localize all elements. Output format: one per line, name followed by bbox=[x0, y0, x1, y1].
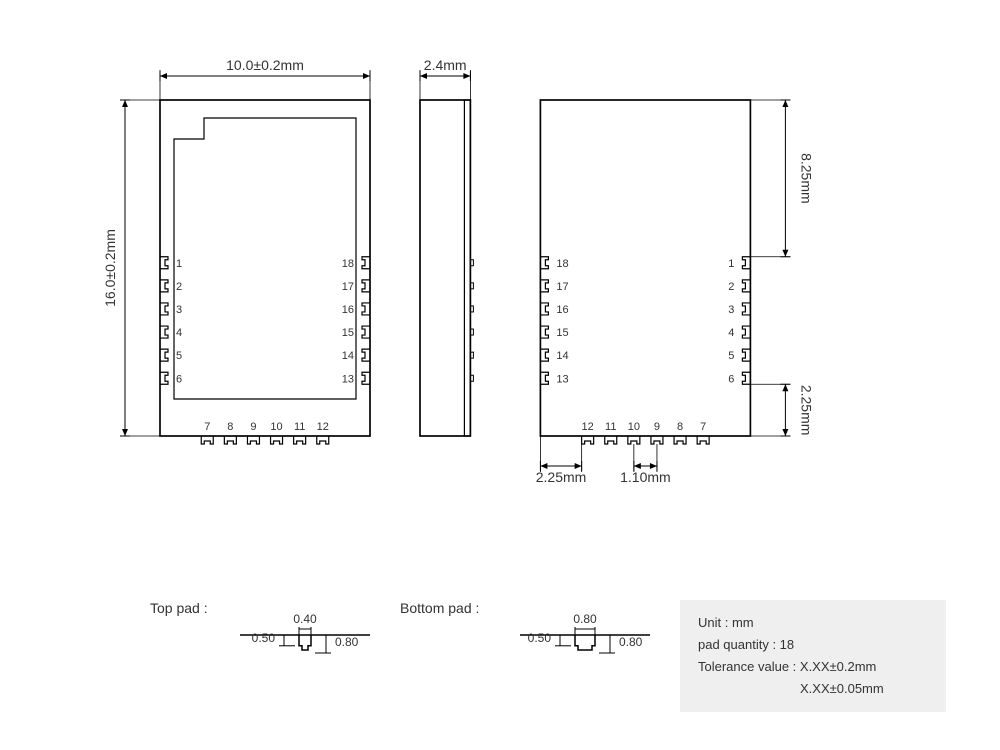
bottom-pad-detail: 0.80 0.50 0.80 bbox=[500, 590, 670, 660]
svg-text:16.0±0.2mm: 16.0±0.2mm bbox=[102, 229, 118, 307]
bottom-pad-label: Bottom pad : bbox=[400, 600, 479, 616]
svg-text:6: 6 bbox=[176, 373, 182, 385]
svg-text:14: 14 bbox=[342, 350, 354, 362]
svg-text:0.80: 0.80 bbox=[619, 635, 643, 649]
info-tol2: X.XX±0.05mm bbox=[698, 678, 928, 700]
svg-text:10.0±0.2mm: 10.0±0.2mm bbox=[226, 57, 304, 73]
svg-text:2: 2 bbox=[176, 281, 182, 293]
svg-text:8: 8 bbox=[227, 421, 233, 433]
svg-text:1: 1 bbox=[176, 258, 182, 270]
svg-text:12: 12 bbox=[582, 421, 594, 433]
svg-text:16: 16 bbox=[556, 304, 568, 316]
svg-text:0.80: 0.80 bbox=[573, 612, 597, 626]
svg-text:10: 10 bbox=[270, 421, 282, 433]
svg-text:10: 10 bbox=[628, 421, 640, 433]
svg-text:13: 13 bbox=[556, 373, 568, 385]
svg-text:2.4mm: 2.4mm bbox=[424, 57, 467, 73]
svg-text:8.25mm: 8.25mm bbox=[798, 153, 814, 204]
svg-text:5: 5 bbox=[728, 350, 734, 362]
svg-text:17: 17 bbox=[556, 281, 568, 293]
info-qty: pad quantity : 18 bbox=[698, 634, 928, 656]
svg-text:3: 3 bbox=[176, 304, 182, 316]
svg-text:0.80: 0.80 bbox=[335, 635, 359, 649]
svg-text:6: 6 bbox=[728, 373, 734, 385]
info-box: Unit : mm pad quantity : 18 Tolerance va… bbox=[680, 600, 946, 712]
svg-text:1.10mm: 1.10mm bbox=[620, 469, 671, 485]
svg-text:11: 11 bbox=[294, 421, 305, 433]
svg-text:11: 11 bbox=[605, 421, 616, 433]
svg-text:12: 12 bbox=[317, 421, 329, 433]
info-unit: Unit : mm bbox=[698, 612, 928, 634]
svg-text:0.50: 0.50 bbox=[252, 631, 276, 645]
svg-text:5: 5 bbox=[176, 350, 182, 362]
svg-text:8: 8 bbox=[677, 421, 683, 433]
svg-text:4: 4 bbox=[176, 327, 182, 339]
svg-text:17: 17 bbox=[342, 281, 354, 293]
svg-text:2.25mm: 2.25mm bbox=[798, 385, 814, 436]
svg-text:0.40: 0.40 bbox=[293, 612, 317, 626]
svg-text:9: 9 bbox=[654, 421, 660, 433]
svg-text:2: 2 bbox=[728, 281, 734, 293]
svg-text:16: 16 bbox=[342, 304, 354, 316]
svg-text:15: 15 bbox=[342, 327, 354, 339]
svg-text:1: 1 bbox=[728, 258, 734, 270]
svg-text:2.25mm: 2.25mm bbox=[536, 469, 587, 485]
top-pad-label: Top pad : bbox=[150, 600, 208, 616]
svg-text:9: 9 bbox=[250, 421, 256, 433]
svg-text:3: 3 bbox=[728, 304, 734, 316]
drawing-main: 11821731641551461378910111210.0±0.2mm16.… bbox=[0, 0, 1000, 560]
svg-text:18: 18 bbox=[556, 258, 568, 270]
svg-text:14: 14 bbox=[556, 350, 568, 362]
svg-text:7: 7 bbox=[700, 421, 706, 433]
info-tol1: Tolerance value : X.XX±0.2mm bbox=[698, 656, 928, 678]
svg-text:15: 15 bbox=[556, 327, 568, 339]
svg-text:13: 13 bbox=[342, 373, 354, 385]
svg-text:4: 4 bbox=[728, 327, 734, 339]
svg-text:0.50: 0.50 bbox=[528, 631, 552, 645]
svg-text:7: 7 bbox=[204, 421, 210, 433]
top-pad-detail: 0.40 0.50 0.80 bbox=[220, 590, 390, 660]
svg-text:18: 18 bbox=[342, 258, 354, 270]
